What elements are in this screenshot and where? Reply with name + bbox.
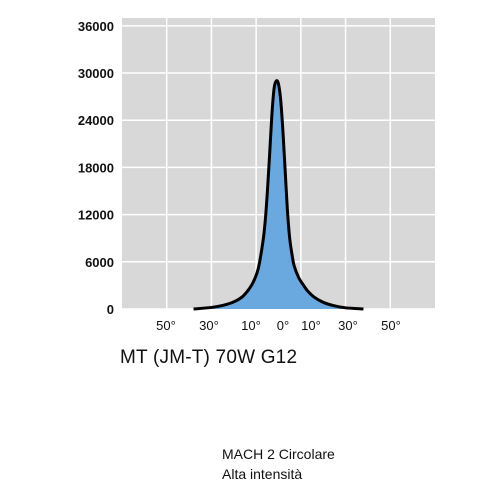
- product-name: MACH 2 Circolare: [222, 446, 335, 462]
- x-axis-tick-labels: 50° 30° 10° 0° 10° 30° 50°: [156, 318, 401, 333]
- y-tick-label: 30000: [78, 66, 114, 81]
- intensity-curve-line: [193, 79, 364, 311]
- y-tick-label: 12000: [78, 208, 114, 223]
- intensity-area-fill: [193, 80, 364, 309]
- y-tick-label: 18000: [78, 160, 114, 175]
- y-tick-label: 36000: [78, 19, 114, 34]
- x-tick-label: 30°: [199, 318, 219, 333]
- y-tick-label: 24000: [78, 113, 114, 128]
- x-tick-label: 10°: [241, 318, 261, 333]
- product-variant: Alta intensità: [222, 466, 303, 482]
- y-tick-label: 0: [107, 302, 114, 317]
- y-axis-tick-labels: 0 6000 12000 18000 24000 30000 36000: [78, 19, 114, 317]
- chart-title: MT (JM-T) 70W G12: [120, 347, 298, 368]
- x-tick-label: 50°: [156, 318, 176, 333]
- x-tick-label: 0°: [277, 318, 289, 333]
- x-tick-label: 50°: [381, 318, 401, 333]
- x-tick-label: 10°: [301, 318, 321, 333]
- y-tick-label: 6000: [85, 255, 114, 270]
- x-tick-label: 30°: [338, 318, 358, 333]
